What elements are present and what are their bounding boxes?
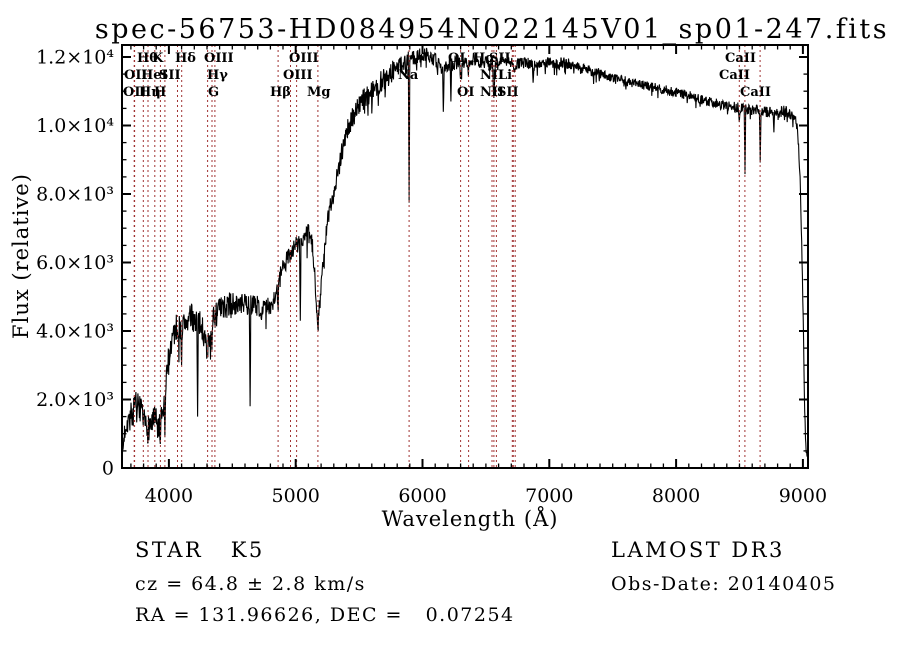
- annotation-obsdate: Obs-Date: 20140405: [611, 573, 837, 595]
- spectral-line-label-Hδ-4101: Hδ: [175, 51, 196, 66]
- spectral-line-label-Na-5894: Na: [398, 68, 419, 83]
- plot-border: [121, 44, 809, 469]
- spectral-line-markers: [133, 45, 761, 468]
- spectral-line-label-SII-4068: SII: [159, 68, 181, 83]
- y-axis-title: Flux (relative): [9, 173, 33, 339]
- spectrum-path: [122, 47, 808, 468]
- spectral-line-label-Hθ-3798: Hθ: [137, 51, 158, 66]
- spectral-line-label-CaII-8542: CaII: [725, 51, 756, 66]
- plot-title: spec-56753-HD084954N022145V01_sp01-247.f…: [95, 14, 889, 45]
- spectral-line-label-HeI-3889: HeI: [141, 68, 168, 83]
- annotation-cz: cz = 64.8 ± 2.8 km/s: [135, 573, 366, 595]
- x-tick-label-4000: 4000: [145, 485, 193, 507]
- spectral-line-label-K-3933: K: [152, 51, 164, 66]
- y-tick-label-4000: 4.0×10³: [36, 321, 114, 343]
- spectral-line-label-OIII-4363: OIII: [204, 51, 234, 66]
- spectral-line-label-G-4305: G: [208, 85, 219, 100]
- annotation-radec: RA = 131.96626, DEC = 0.07254: [135, 604, 515, 626]
- x-tick-label-6000: 6000: [398, 485, 446, 507]
- spectral-line-label-SII-6716: SII: [489, 51, 511, 66]
- spectral-line-label-OII-3729: OII: [123, 85, 147, 100]
- spectral-line-label-SII-6731: SII: [497, 85, 519, 100]
- x-tick-label-8000: 8000: [652, 485, 700, 507]
- spectral-line-label-OII-3726: OII: [124, 68, 148, 83]
- x-tick-label-5000: 5000: [272, 485, 320, 507]
- spectral-line-label-Li-6708: Li: [498, 68, 512, 83]
- spectral-line-label-Mg-5175: Mg: [307, 85, 330, 100]
- spectral-line-label-Hη-3835: Hη: [139, 85, 161, 100]
- spectral-line-label-NII-6583: NII: [480, 85, 504, 100]
- spectrum-trace: [122, 47, 808, 468]
- x-axis-title: Wavelength (Å): [382, 506, 559, 531]
- spectral-line-label-OIII-5007: OIII: [289, 51, 319, 66]
- x-tick-label-9000: 9000: [779, 485, 827, 507]
- y-tick-label-12000: 1.2×10⁴: [36, 47, 114, 69]
- spectral-line-label-CaII-8662: CaII: [740, 85, 771, 100]
- y-tick-label-2000: 2.0×10³: [36, 389, 114, 411]
- y-tick-label-8000: 8.0×10³: [36, 184, 114, 206]
- spectral-line-label-Hα-6563: Hα: [473, 51, 495, 66]
- spectral-line-label-OI-6363: OI: [457, 85, 474, 100]
- spectral-line-label-OI-6300: OI: [448, 51, 465, 66]
- spectral-line-label-CaII-8498: CaII: [719, 68, 750, 83]
- annotation-survey: LAMOST DR3: [611, 538, 785, 562]
- y-tick-label-6000: 6.0×10³: [36, 252, 114, 274]
- y-tick-label-10000: 1.0×10⁴: [36, 115, 114, 137]
- spectral-line-label-NII-6548: NII: [480, 68, 504, 83]
- y-tick-label-0: 0: [102, 458, 114, 480]
- x-tick-label-7000: 7000: [525, 485, 573, 507]
- axes: 4000 5000 6000 7000 8000 9000 0 2.0×10³ 4.0×10³ 6…: [36, 44, 827, 507]
- spectral-line-label-Hβ-4861: Hβ: [270, 85, 291, 100]
- spectral-line-label-H-3968: H: [154, 85, 166, 100]
- spectral-line-label-OIII-4959: OIII: [283, 68, 313, 83]
- annotation-object-class: STAR K5: [135, 538, 265, 562]
- spectral-line-labels: OII OII Hθ Hη HeI K H SII Hδ G Hγ OIII Hβ OIII OIII Mg N…: [123, 51, 771, 100]
- spectral-line-label-Hγ-4340: Hγ: [207, 68, 228, 83]
